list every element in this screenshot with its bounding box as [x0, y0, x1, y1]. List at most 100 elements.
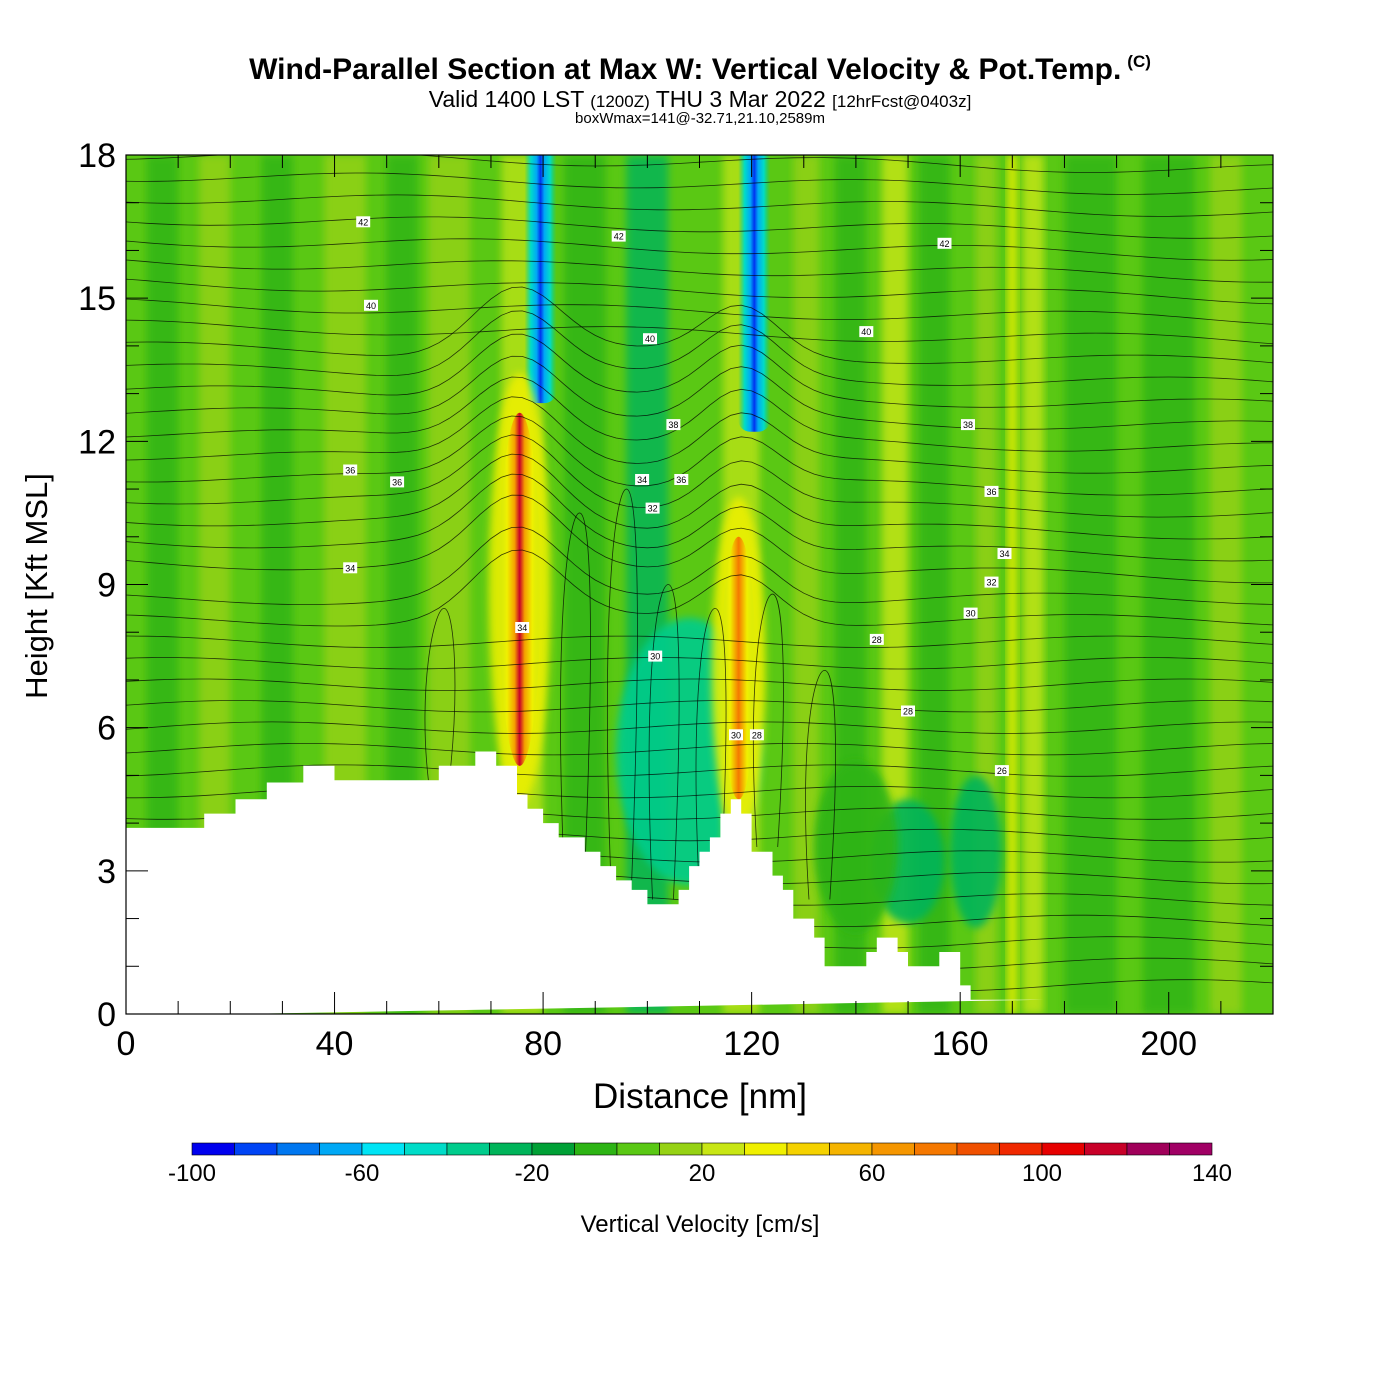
y-tick-label: 18: [78, 137, 116, 175]
contour-label-bg: [963, 607, 978, 619]
contour-label-bg: [666, 419, 681, 431]
updraft-core: [721, 536, 756, 800]
box-wmax-info: boxWmax=141@-32.71,21.10,2589m: [575, 110, 825, 127]
theta-contour: [753, 593, 784, 847]
theta-contour: [126, 259, 1273, 283]
colorbar-swatch: [1126, 1142, 1170, 1156]
colorbar-swatch: [446, 1142, 490, 1156]
contour-label: 34: [635, 474, 650, 485]
colorbar-swatch: [1041, 1142, 1085, 1156]
contour-label-bg: [390, 476, 405, 488]
downdraft-core: [738, 155, 771, 432]
contour-label-bg: [749, 729, 764, 741]
contour-label: 40: [643, 333, 657, 345]
contour-label-text: 34: [345, 563, 355, 573]
contour-label-text: 36: [986, 487, 996, 497]
theta-contour: [695, 607, 727, 895]
terrain-mask: [126, 751, 1044, 1014]
velocity-band: [1210, 155, 1242, 1014]
contour-label-text: 32: [986, 578, 996, 588]
colorbar-swatch: [999, 1142, 1043, 1156]
valid-time: Valid 1400 LST: [428, 86, 584, 112]
colorbar-tick-label: -60: [345, 1160, 380, 1187]
theta-contour: [126, 453, 1273, 540]
theta-contours: [126, 129, 1273, 992]
y-tick-label: 6: [97, 710, 116, 748]
contour-label-bg: [364, 299, 378, 311]
x-tick-label: 160: [932, 1025, 989, 1063]
chart-title: Wind-Parallel Section at Max W: Vertical…: [0, 52, 1400, 87]
contour-label-bg: [859, 326, 874, 338]
theta-contour: [126, 286, 1273, 364]
contour-label-bg: [997, 548, 1012, 559]
theta-contour: [126, 434, 1273, 518]
theta-contour: [126, 194, 1273, 217]
contour-label: 36: [343, 464, 358, 476]
contour-label: 34: [997, 548, 1012, 559]
contour-label: 34: [343, 562, 358, 574]
colorbar-tick-label: -100: [168, 1160, 216, 1187]
colorbar-swatch: [956, 1142, 1000, 1156]
theta-contour: [126, 129, 1273, 151]
contour-label-text: 36: [676, 475, 686, 485]
theta-contour: [126, 657, 1273, 670]
colorbar-swatch: [489, 1142, 533, 1156]
colorbar-swatch: [319, 1142, 363, 1156]
contour-label: 40: [364, 299, 378, 311]
colorbar-swatch: [871, 1142, 915, 1156]
contour-label: 42: [611, 230, 626, 242]
theta-contour: [560, 512, 591, 871]
contour-label-bg: [356, 216, 371, 228]
contour-labels: 42 42 42 40 40 40 38 38 36 36 36 36 34 34 34 34 32 32 30 30…: [343, 216, 1012, 777]
plot-area: [126, 129, 1273, 1014]
contour-label-text: 28: [903, 707, 913, 717]
contour-label-text: 30: [731, 730, 741, 740]
colorbar-swatch: [786, 1142, 830, 1156]
contour-label-bg: [343, 464, 358, 476]
velocity-band: [1007, 155, 1018, 1014]
valid-date: THU 3 Mar 2022: [655, 86, 826, 112]
theta-contour: [126, 473, 1273, 562]
theta-contour: [126, 278, 1273, 305]
theta-contour: [126, 700, 1273, 713]
theta-contour: [126, 333, 1273, 408]
contour-label-bg: [648, 650, 663, 662]
contour-label-text: 30: [966, 609, 976, 619]
colorbar-swatch: [659, 1142, 703, 1156]
colorbar-swatch: [616, 1142, 660, 1156]
chart-subtitle: Valid 1400 LST (1200Z) THU 3 Mar 2022 [1…: [0, 86, 1400, 113]
colorbar-tick-label: 100: [1022, 1160, 1062, 1187]
contour-label: 34: [515, 622, 530, 633]
velocity-band: [1142, 155, 1195, 1014]
contour-label-bg: [515, 622, 530, 633]
theta-contour: [126, 743, 1273, 756]
theta-contour: [126, 238, 1273, 261]
updraft-core: [498, 412, 541, 766]
colorbar-swatch: [1169, 1142, 1213, 1156]
y-tick-label: 12: [78, 423, 116, 461]
colorbar-swatch: [191, 1142, 235, 1156]
contour-label-bg: [674, 474, 689, 485]
contour-label-bg: [729, 729, 743, 741]
y-tick-label: 9: [97, 567, 116, 605]
contour-label-text: 36: [392, 477, 402, 487]
contour-label: 36: [674, 474, 689, 485]
x-tick-label: 0: [117, 1025, 136, 1063]
downdraft-patch: [949, 775, 1002, 929]
valid-utc: (1200Z): [590, 92, 650, 111]
colorbar-tick-label: 60: [859, 1160, 886, 1187]
x-tick-label: 120: [723, 1025, 780, 1063]
contour-label-text: 28: [752, 730, 762, 740]
theta-contour: [805, 669, 836, 900]
contour-label-bg: [343, 562, 358, 574]
copyright-mark: (C): [1127, 52, 1151, 71]
contour-label: 28: [749, 729, 764, 741]
theta-contour: [126, 764, 1273, 777]
colorbar-swatch: [701, 1142, 745, 1156]
y-tick-label: 0: [97, 996, 116, 1034]
theta-contour: [126, 415, 1273, 496]
contour-label: 42: [356, 216, 371, 228]
theta-contour: [126, 494, 1273, 584]
contour-label-text: 42: [939, 239, 949, 249]
